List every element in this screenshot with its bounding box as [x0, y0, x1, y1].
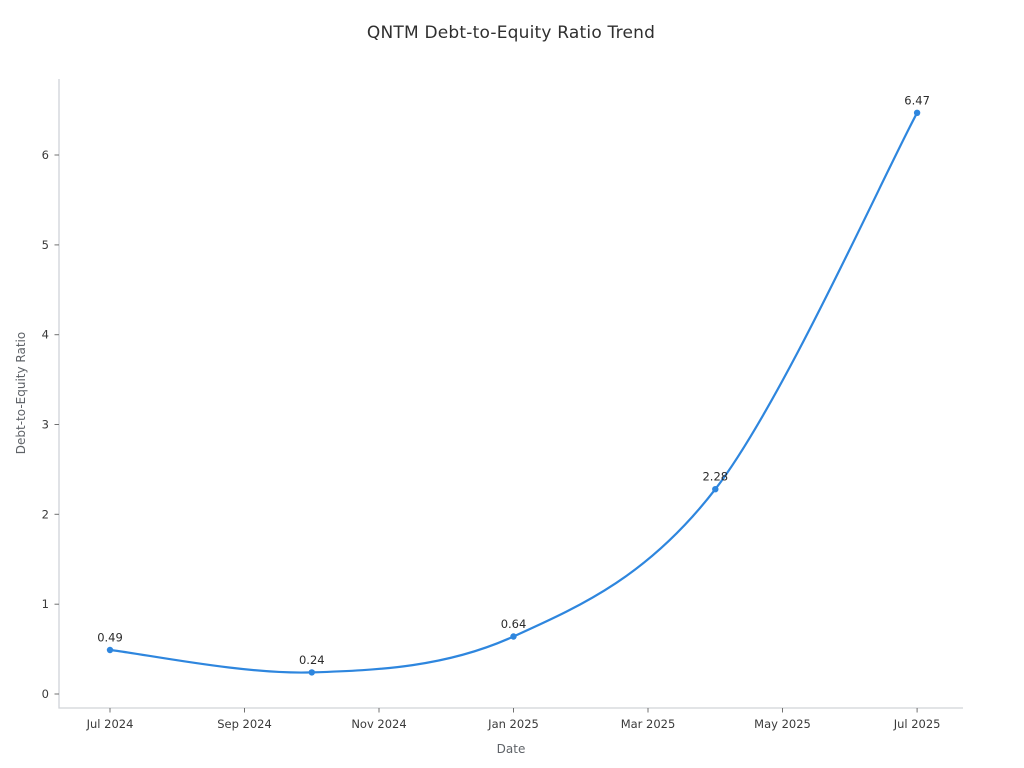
data-point-label: 0.49	[97, 631, 123, 645]
x-tick-label: Mar 2025	[621, 717, 676, 731]
chart-title: QNTM Debt-to-Equity Ratio Trend	[366, 23, 656, 43]
x-tick-label: Jul 2025	[893, 717, 941, 731]
y-tick-label: 3	[42, 418, 49, 432]
data-point	[308, 669, 315, 676]
data-point	[712, 486, 719, 493]
x-tick-label: Jul 2024	[86, 717, 134, 731]
data-point-label: 2.28	[702, 470, 728, 484]
data-point-label: 0.24	[299, 653, 325, 667]
x-axis-title: Date	[496, 742, 526, 756]
axis-spines	[58, 79, 963, 709]
y-tick-label: 1	[42, 597, 49, 611]
y-tick-label: 0	[42, 687, 49, 701]
x-tick-label: Jan 2025	[487, 717, 539, 731]
y-tick-label: 2	[42, 507, 49, 521]
trend-line	[108, 111, 919, 674]
y-axis-title: Debt-to-Equity Ratio	[14, 331, 28, 455]
y-tick-label: 6	[42, 148, 49, 162]
data-point	[510, 633, 517, 640]
data-point-label: 0.64	[501, 617, 527, 631]
y-tick-label: 4	[42, 328, 49, 342]
y-tick-label: 5	[42, 238, 49, 252]
data-point-label: 6.47	[904, 93, 930, 107]
x-tick-label: Nov 2024	[351, 717, 406, 731]
data-point	[106, 646, 114, 654]
data-point	[913, 109, 921, 117]
x-tick-label: Sep 2024	[217, 717, 272, 731]
x-tick-label: May 2025	[754, 717, 811, 731]
